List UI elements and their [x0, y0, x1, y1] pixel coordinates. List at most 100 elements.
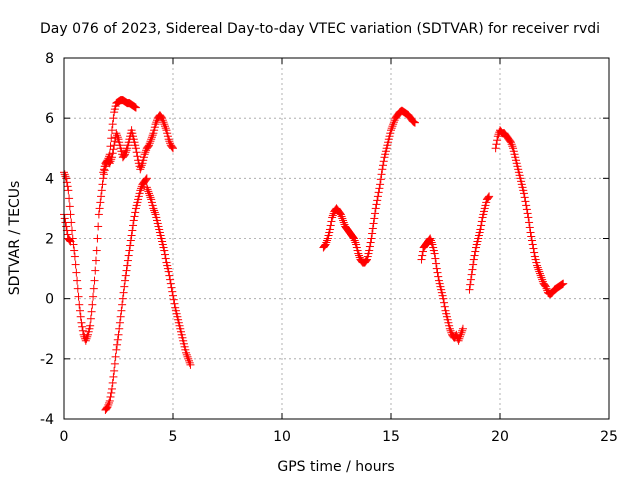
data-point [91, 256, 100, 265]
data-point [128, 226, 137, 235]
data-point [61, 172, 70, 181]
data-point [93, 234, 102, 243]
y-tick-label: 2 [45, 232, 54, 248]
data-point [322, 238, 331, 247]
data-point [124, 251, 133, 260]
data-point [145, 189, 154, 198]
data-point [389, 120, 398, 129]
data-point [107, 126, 116, 135]
data-point [75, 306, 84, 315]
data-point [81, 336, 90, 345]
data-point [427, 238, 436, 247]
series-arc-8 [465, 192, 494, 294]
data-point [456, 332, 465, 341]
data-point [522, 205, 531, 214]
data-point [123, 256, 132, 265]
data-point [466, 280, 475, 289]
data-point [109, 114, 118, 123]
data-point [141, 148, 150, 157]
data-point [484, 193, 493, 202]
data-point [119, 152, 128, 161]
data-point [65, 235, 74, 244]
data-point [89, 292, 98, 301]
data-point [455, 334, 464, 343]
data-point [88, 300, 97, 309]
data-point [131, 208, 140, 217]
series-arc-5 [142, 183, 195, 369]
data-point [430, 249, 439, 258]
data-point [536, 271, 545, 280]
data-point [143, 143, 152, 152]
data-point [115, 324, 124, 333]
data-point [158, 114, 167, 123]
data-point [145, 139, 154, 148]
data-point [377, 170, 386, 179]
data-point [535, 267, 544, 276]
data-point [94, 210, 103, 219]
data-point [136, 165, 145, 174]
data-point [485, 192, 494, 201]
data-point [409, 117, 418, 126]
data-point [433, 268, 442, 277]
data-point [184, 354, 193, 363]
data-point [113, 340, 122, 349]
data-point [476, 225, 485, 234]
data-point [129, 221, 138, 230]
data-point [160, 246, 169, 255]
data-point [376, 180, 385, 189]
data-point [458, 326, 467, 335]
data-point [336, 210, 345, 219]
data-point [117, 306, 126, 315]
data-point [466, 275, 475, 284]
data-point [129, 216, 138, 225]
points-layer [60, 96, 568, 414]
data-point [335, 208, 344, 217]
data-point [362, 256, 371, 265]
data-point [116, 312, 125, 321]
x-axis-label: GPS time / hours [277, 459, 394, 475]
data-point [538, 275, 547, 284]
data-point [320, 242, 329, 251]
data-point [387, 126, 395, 135]
data-point [537, 273, 546, 282]
data-point [339, 216, 348, 225]
data-point [146, 137, 155, 146]
data-point [70, 252, 79, 261]
data-point [321, 240, 330, 249]
data-point [62, 222, 71, 231]
data-point [113, 133, 122, 142]
data-point [368, 229, 377, 238]
data-point [493, 136, 502, 145]
data-point [115, 318, 124, 327]
data-point [522, 201, 531, 210]
data-point [150, 208, 159, 217]
data-point [185, 358, 194, 367]
data-point [156, 112, 165, 121]
data-point [111, 352, 120, 361]
data-point [131, 103, 140, 112]
data-point [445, 324, 454, 333]
data-point [121, 148, 130, 157]
data-point [492, 140, 501, 149]
data-point [183, 352, 192, 361]
data-point [350, 236, 359, 245]
data-point [167, 283, 176, 292]
data-point [454, 336, 463, 345]
data-point [371, 209, 380, 218]
data-point [168, 287, 177, 296]
data-point [505, 136, 514, 145]
data-point [446, 326, 455, 335]
data-point [529, 244, 538, 253]
x-tick-label: 25 [600, 429, 618, 445]
data-point [523, 209, 532, 218]
data-point [368, 224, 377, 233]
data-point [477, 221, 486, 230]
data-point [105, 396, 114, 405]
data-point [121, 150, 130, 159]
data-point [525, 223, 534, 232]
data-point [339, 218, 348, 227]
data-point [169, 295, 178, 304]
data-point [75, 300, 84, 309]
data-point [524, 213, 533, 222]
data-point [161, 254, 170, 263]
